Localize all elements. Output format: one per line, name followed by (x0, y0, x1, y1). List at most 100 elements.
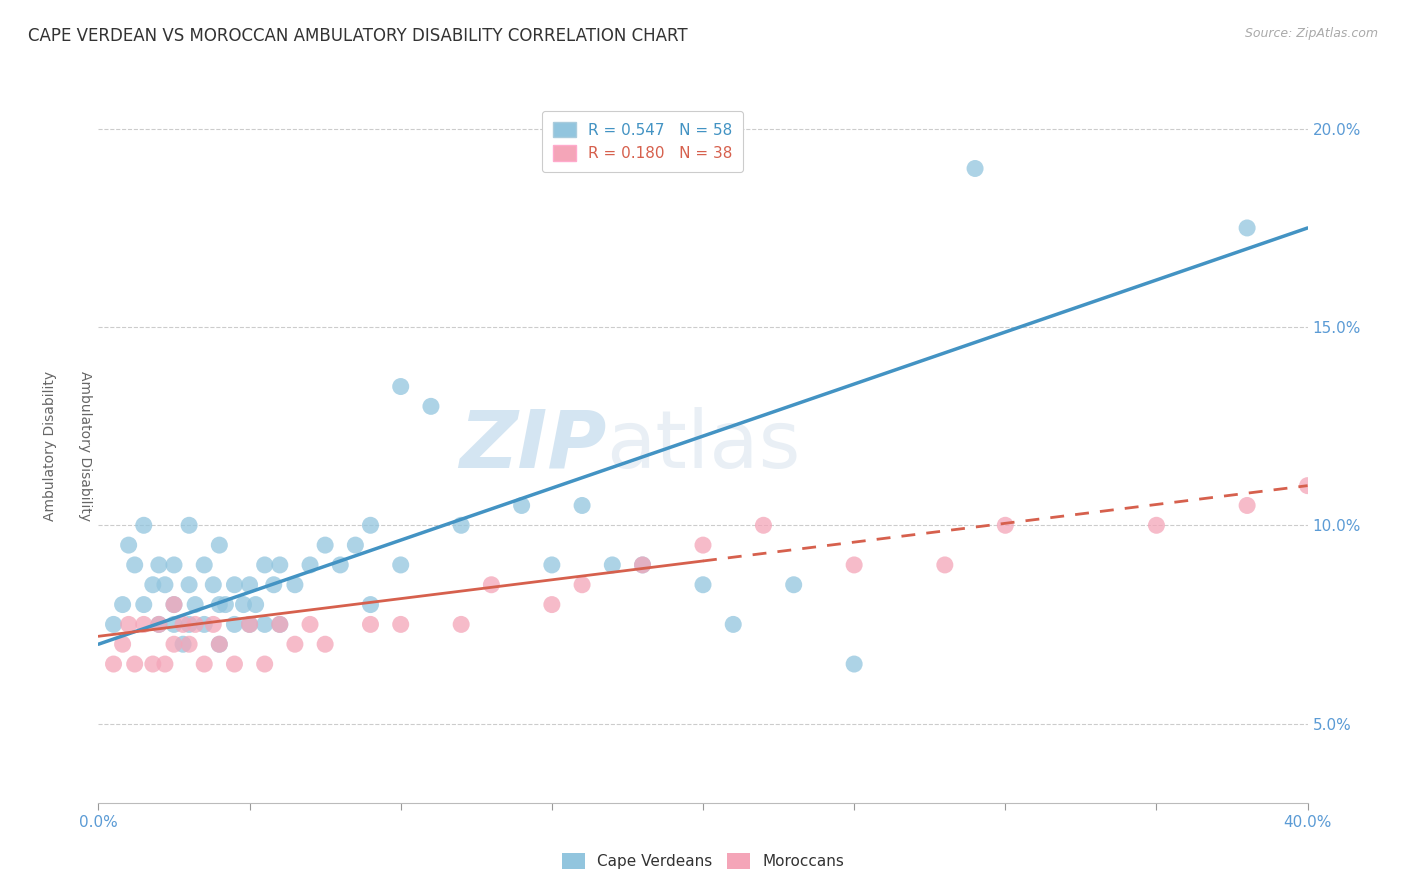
Point (934, 558, 956, 572)
Point (284, 578, 307, 592)
Point (153, 578, 176, 592)
Point (245, 598, 267, 612)
Point (224, 657, 246, 671)
Point (269, 617, 291, 632)
Point (783, 578, 806, 592)
Text: ZIP: ZIP (458, 407, 606, 485)
Point (299, 617, 322, 632)
Point (1296, 478, 1319, 492)
Point (360, 598, 382, 612)
Point (752, 518, 775, 533)
Point (284, 637, 307, 651)
Point (172, 637, 194, 651)
Point (132, 598, 155, 612)
Point (269, 617, 291, 632)
Point (224, 578, 246, 592)
Point (1236, 499, 1258, 513)
Point (208, 637, 231, 651)
Point (148, 617, 170, 632)
Point (723, 617, 745, 632)
Point (202, 617, 225, 632)
Point (148, 558, 170, 572)
Point (172, 617, 194, 632)
Point (103, 657, 125, 671)
Point (224, 617, 246, 632)
Point (1144, 518, 1167, 533)
Point (193, 617, 215, 632)
Point (602, 558, 624, 572)
Point (844, 558, 866, 572)
Point (631, 558, 654, 572)
Point (344, 538, 367, 552)
Text: CAPE VERDEAN VS MOROCCAN AMBULATORY DISABILITY CORRELATION CHART: CAPE VERDEAN VS MOROCCAN AMBULATORY DISA… (28, 27, 688, 45)
Point (239, 578, 262, 592)
Point (179, 637, 201, 651)
Point (314, 637, 336, 651)
Point (360, 617, 382, 632)
Point (142, 578, 165, 592)
Point (965, 161, 987, 176)
Point (163, 598, 186, 612)
Point (420, 400, 443, 414)
Text: atlas: atlas (606, 407, 800, 485)
Text: Source: ZipAtlas.com: Source: ZipAtlas.com (1244, 27, 1378, 40)
Point (253, 657, 276, 671)
Point (184, 598, 207, 612)
Point (163, 558, 186, 572)
Point (269, 558, 291, 572)
Point (450, 518, 472, 533)
Point (232, 598, 254, 612)
Point (844, 657, 866, 671)
Point (389, 617, 412, 632)
Point (111, 598, 134, 612)
Point (208, 538, 231, 552)
Point (389, 379, 412, 393)
Point (253, 617, 276, 632)
Point (163, 617, 186, 632)
Point (571, 578, 593, 592)
Point (299, 558, 322, 572)
Point (103, 617, 125, 632)
Point (193, 657, 215, 671)
Point (179, 617, 201, 632)
Point (450, 617, 472, 632)
Point (184, 617, 207, 632)
Point (208, 637, 231, 651)
Point (263, 578, 285, 592)
Point (1236, 221, 1258, 235)
Point (179, 518, 201, 533)
Point (202, 578, 225, 592)
Point (148, 617, 170, 632)
Point (118, 538, 141, 552)
Point (142, 657, 165, 671)
Point (314, 538, 336, 552)
Point (124, 558, 146, 572)
Point (208, 598, 231, 612)
Point (389, 558, 412, 572)
Point (124, 657, 146, 671)
Point (153, 657, 176, 671)
Point (163, 598, 186, 612)
Y-axis label: Ambulatory Disability: Ambulatory Disability (77, 371, 91, 521)
Point (329, 558, 352, 572)
Point (360, 518, 382, 533)
Point (179, 578, 201, 592)
Point (692, 538, 714, 552)
Text: Ambulatory Disability: Ambulatory Disability (44, 371, 58, 521)
Point (239, 617, 262, 632)
Point (111, 637, 134, 651)
Point (481, 578, 503, 592)
Legend: Cape Verdeans, Moroccans: Cape Verdeans, Moroccans (555, 847, 851, 875)
Point (193, 558, 215, 572)
Point (118, 617, 141, 632)
Point (540, 598, 562, 612)
Point (163, 637, 186, 651)
Point (253, 558, 276, 572)
Point (239, 617, 262, 632)
Point (571, 499, 593, 513)
Point (132, 617, 155, 632)
Point (994, 518, 1017, 533)
Legend: R = 0.547   N = 58, R = 0.180   N = 38: R = 0.547 N = 58, R = 0.180 N = 38 (543, 112, 742, 172)
Point (132, 518, 155, 533)
Point (214, 598, 236, 612)
